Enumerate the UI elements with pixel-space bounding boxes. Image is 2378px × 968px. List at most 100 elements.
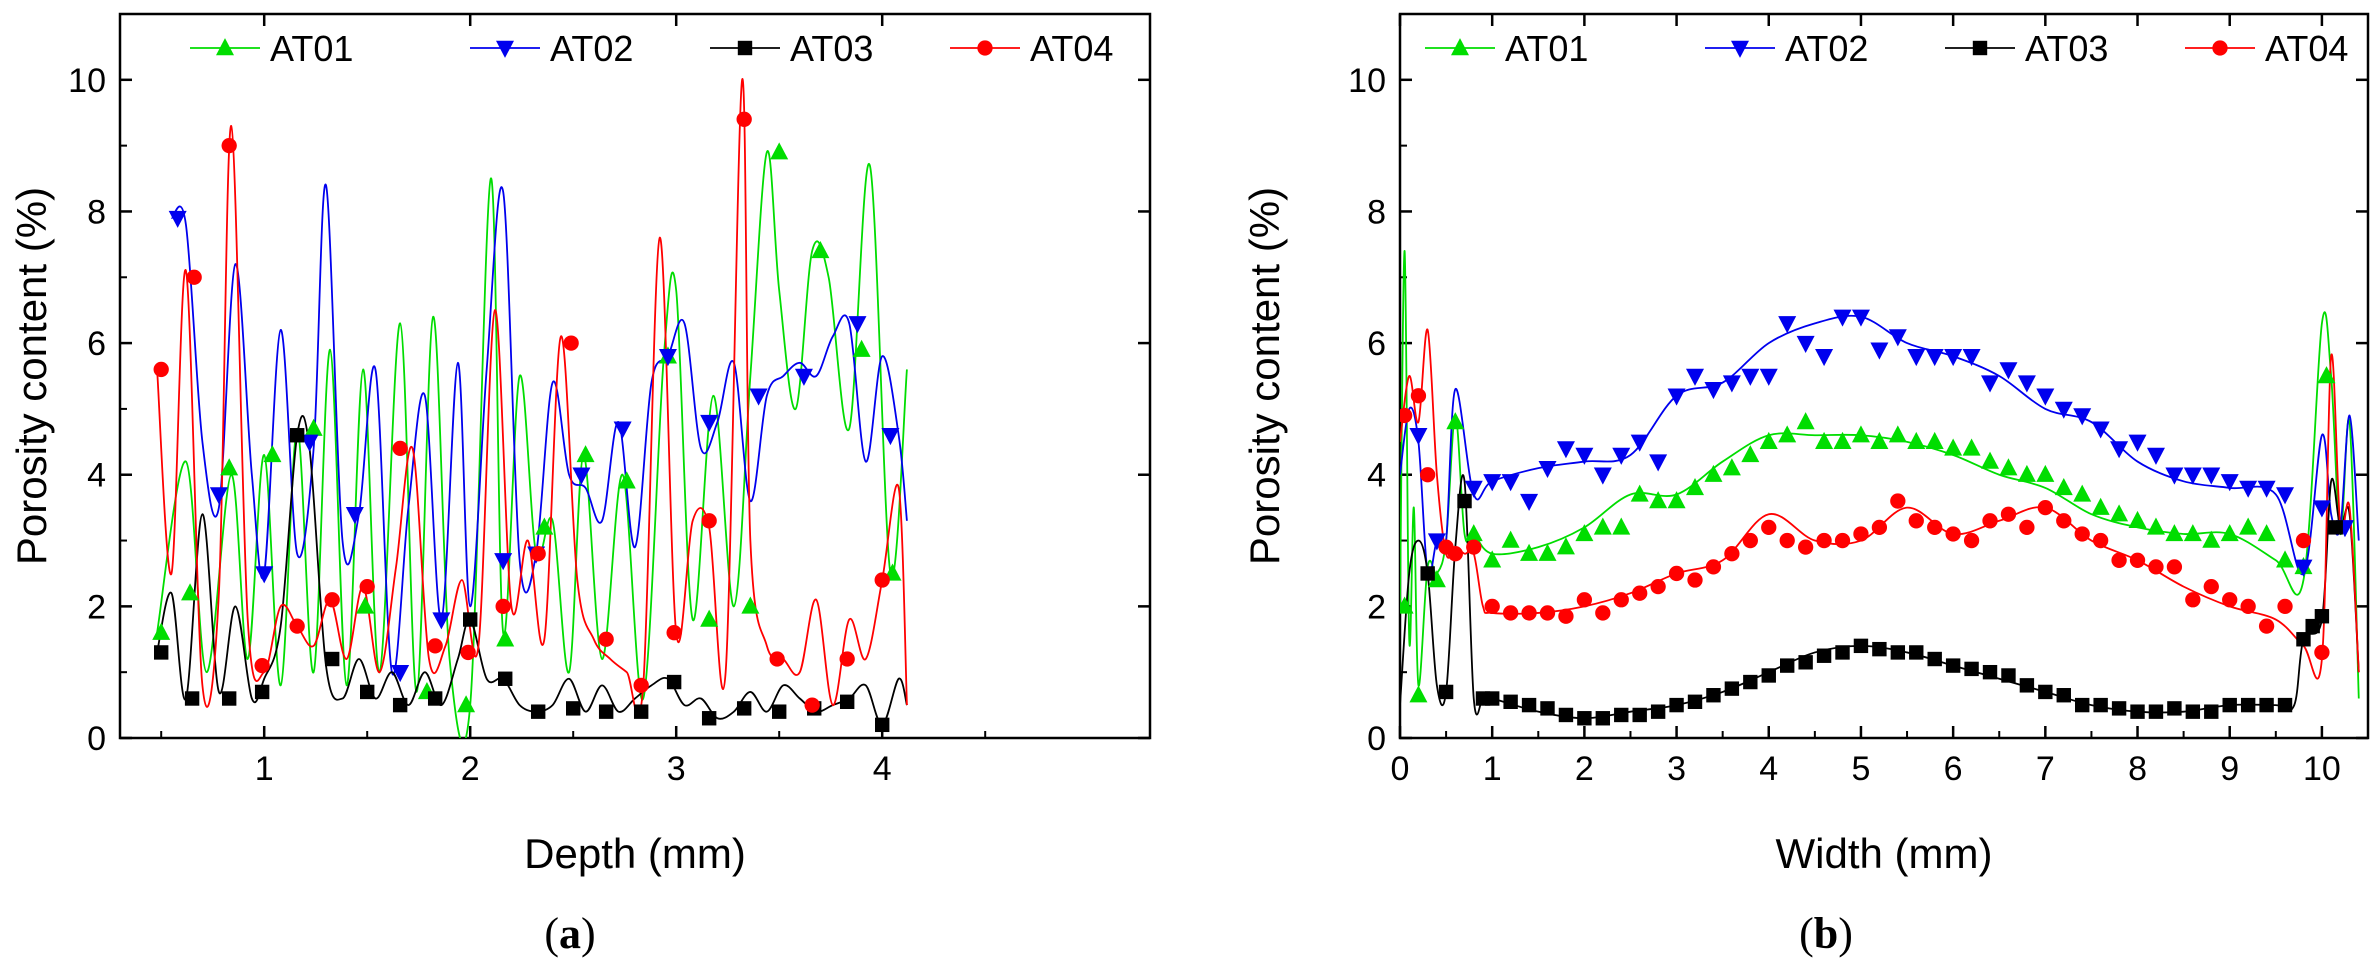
series-point-at01 (2036, 464, 2055, 482)
series-point-at03 (427, 691, 443, 706)
y-tick-label: 6 (87, 325, 106, 363)
series-point-at03 (875, 717, 890, 733)
series-point-at01 (617, 471, 636, 489)
series-point-at02 (2054, 401, 2073, 419)
caption-open: ( (1799, 909, 1814, 958)
series-point-at01 (1722, 458, 1741, 476)
series-point-at02 (1741, 368, 1760, 386)
series-point-at02 (2220, 474, 2239, 492)
series-point-at02 (1649, 454, 1668, 472)
legend-marker-at01 (1451, 38, 1469, 56)
series-point-at04 (2056, 513, 2072, 529)
series-point-at02 (1427, 533, 1446, 551)
series-point-at04 (153, 361, 169, 378)
series-point-at03 (1761, 668, 1776, 683)
series-point-at01 (1796, 412, 1815, 430)
plot-frame (1398, 12, 2370, 740)
series-point-at01 (1686, 477, 1705, 496)
series-point-at01 (1427, 570, 1446, 588)
series-point-at02 (613, 421, 632, 439)
series-point-at03 (2019, 678, 2035, 693)
series-point-at03 (1927, 651, 1942, 667)
x-tick-label: 2 (461, 750, 480, 788)
series-point-at01 (1815, 431, 1834, 450)
series-point-at02 (1520, 493, 1539, 511)
series-point-at04 (254, 657, 270, 674)
series-point-at01 (1464, 524, 1483, 542)
series-point-at01 (1981, 451, 2000, 469)
series-point-at04 (839, 651, 855, 667)
legend-label: AT01 (270, 28, 353, 69)
series-point-at02 (209, 487, 228, 505)
series-point-at02 (494, 553, 513, 571)
y-tick-label: 10 (1348, 62, 1386, 100)
series-point-at03 (598, 704, 614, 719)
series-point-at02 (572, 467, 591, 485)
series-point-at02 (1704, 381, 1723, 400)
series-point-at03 (1724, 681, 1740, 696)
series-point-at03 (1632, 707, 1647, 723)
series-point-at04 (1466, 539, 1482, 555)
x-tick-label: 1 (1483, 750, 1502, 788)
series-point-at01 (811, 241, 830, 259)
series-group (1400, 250, 2360, 726)
series-point-at01 (741, 596, 760, 614)
series-line-at03 (1400, 474, 2360, 720)
series-point-at04 (2092, 532, 2109, 549)
chart-panel-b: 0 1 2 3 4 5 6 7 8 9 10 0 2 4 6 8 10 AT01 AT02 AT03 AT04 Width… (1241, 12, 2370, 958)
series-group (152, 78, 908, 738)
series-point-at01 (2183, 524, 2202, 542)
series-point-at03 (1982, 664, 1998, 680)
series-point-at02 (2073, 408, 2092, 426)
series-point-at02 (2091, 421, 2110, 439)
series-point-at03 (566, 701, 581, 716)
series-point-at01 (1446, 412, 1465, 430)
series-point-at03 (1687, 694, 1703, 709)
series-point-at03 (1484, 691, 1500, 706)
series-point-at02 (2202, 467, 2221, 485)
x-tick-label: 7 (2036, 750, 2055, 788)
series-point-at04 (1410, 388, 1427, 404)
x-tick-label: 6 (1944, 750, 1963, 788)
series-point-at01 (1593, 517, 1612, 535)
series-point-at04 (633, 677, 649, 693)
series-point-at01 (2128, 510, 2147, 528)
series-point-at03 (2240, 697, 2256, 713)
series-point-at03 (1577, 711, 1592, 726)
series-point-at02 (1464, 480, 1483, 498)
series-point-at03 (1595, 711, 1611, 726)
series-point-at03 (530, 704, 546, 719)
series-point-at04 (2000, 506, 2017, 522)
series-point-at04 (598, 631, 614, 647)
series-point-at03 (1650, 704, 1666, 719)
series-point-at02 (391, 664, 410, 683)
series-point-at01 (1944, 438, 1963, 456)
series-point-at04 (874, 572, 890, 588)
series-point-at04 (1982, 513, 1998, 529)
series-point-at01 (263, 445, 282, 463)
y-axis-title: Porosity content (%) (1241, 187, 1288, 565)
series-point-at01 (1630, 484, 1649, 502)
series-point-at01 (2146, 517, 2165, 535)
series-point-at02 (1759, 368, 1778, 386)
series-point-at02 (1796, 335, 1815, 353)
panel-caption: (a) (544, 909, 595, 958)
series-point-at03 (2259, 697, 2274, 713)
series-point-at02 (2110, 441, 2129, 459)
series-point-at04 (1420, 467, 1436, 483)
series-point-at01 (2017, 464, 2036, 482)
series-point-at01 (1520, 543, 1539, 561)
series-point-at02 (1888, 329, 1907, 347)
y-tick-label: 0 (87, 720, 106, 758)
series-point-at03 (1798, 655, 1813, 670)
series-point-at03 (463, 612, 478, 627)
series-point-at01 (1888, 425, 1907, 443)
series-point-at04 (1871, 519, 1888, 536)
x-tick-label: 2 (1575, 750, 1594, 788)
series-point-at01 (1925, 431, 1944, 450)
series-point-at02 (749, 388, 768, 406)
series-point-at02 (1981, 375, 2000, 393)
series-point-at02 (794, 368, 813, 386)
chart-panel-a: 1 2 3 4 0 2 4 6 8 10 AT01 AT02 AT03 AT04 Depth (mm) Por… (8, 12, 1152, 958)
series-point-at02 (848, 316, 867, 334)
